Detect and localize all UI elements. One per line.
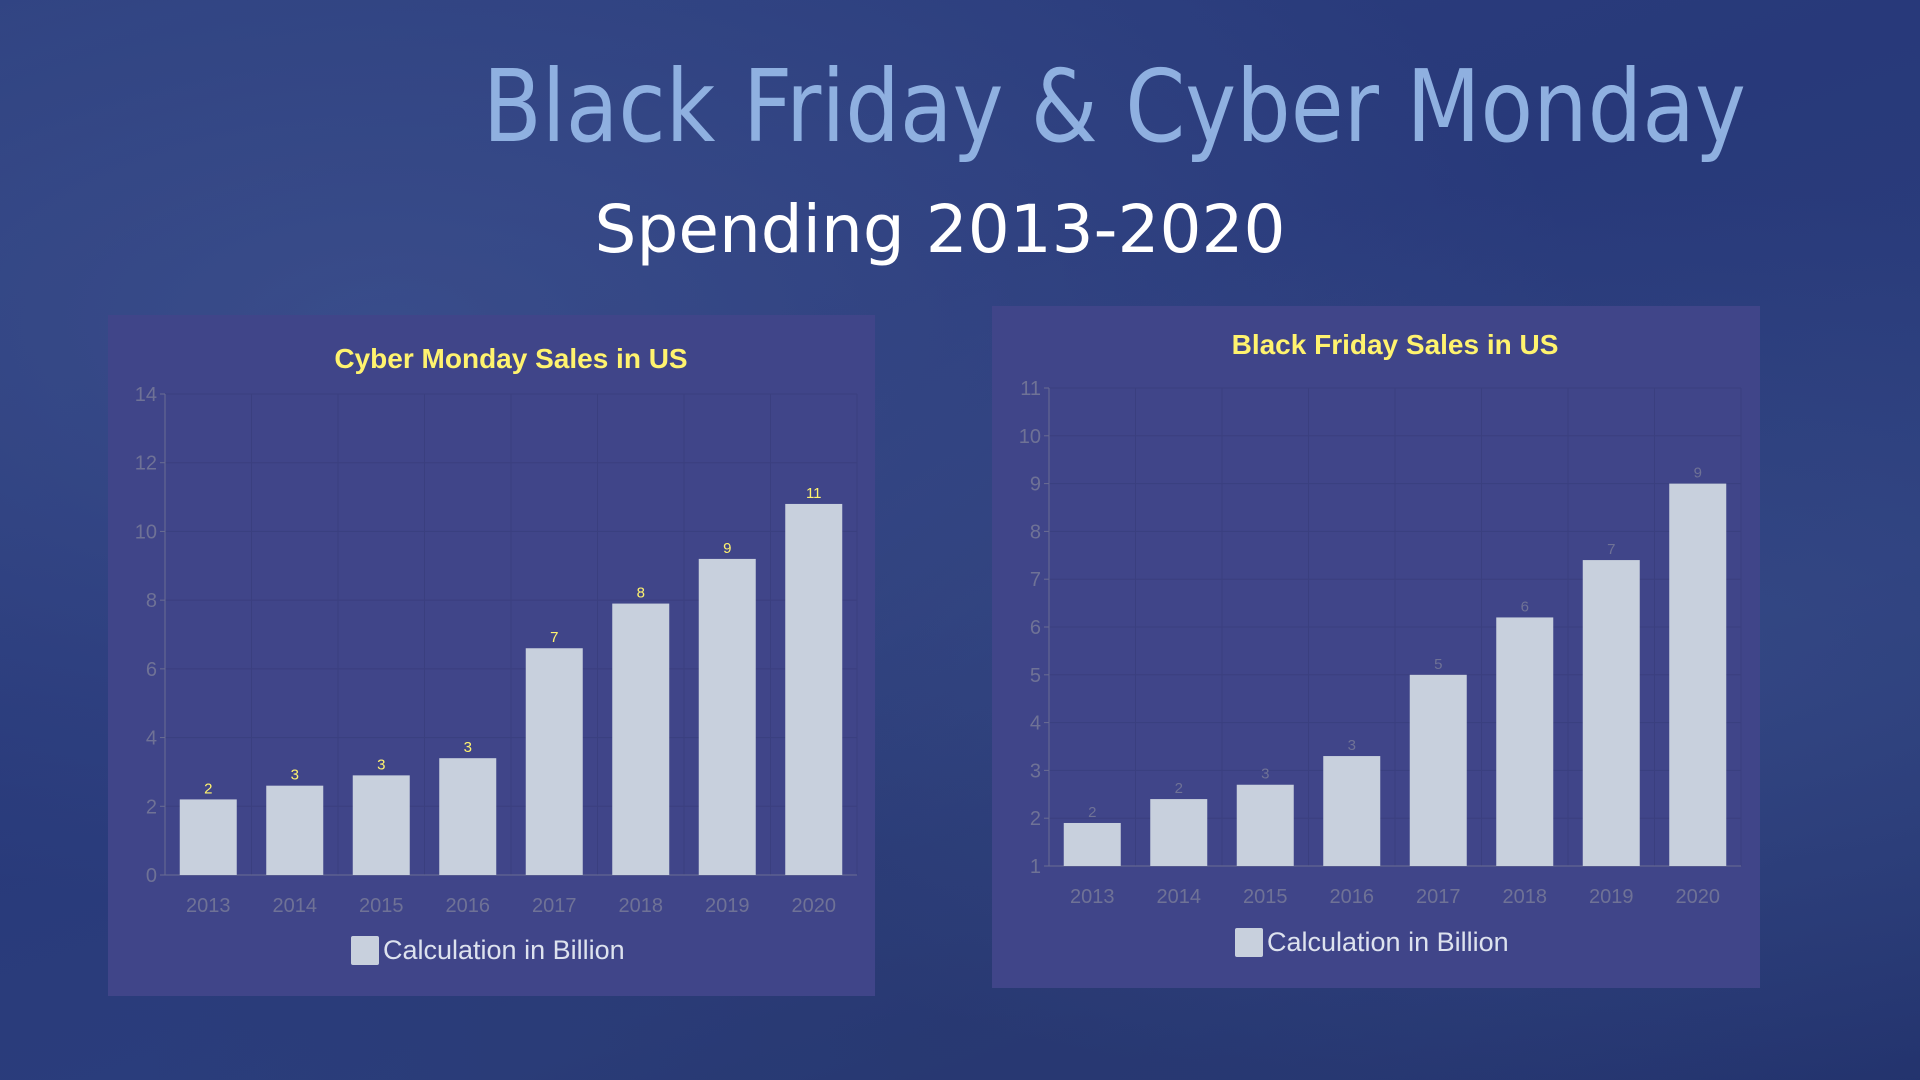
y-tick-label: 1 [1030, 856, 1041, 878]
legend-swatch [1235, 928, 1263, 957]
x-tick-label: 2015 [359, 895, 404, 917]
legend-swatch [351, 936, 379, 965]
x-tick-label: 2020 [792, 895, 837, 917]
x-tick-label: 2019 [705, 895, 750, 917]
x-tick-label: 2017 [1416, 886, 1461, 908]
data-label: 3 [1348, 737, 1356, 754]
y-tick-label: 6 [146, 659, 157, 681]
data-label: 7 [1607, 541, 1615, 558]
data-label: 6 [1521, 598, 1529, 615]
y-tick-label: 4 [1030, 713, 1041, 735]
data-label: 2 [1175, 780, 1183, 797]
x-tick-label: 2017 [532, 895, 577, 917]
y-tick-label: 8 [146, 590, 157, 612]
black-friday-chart: Black Friday Sales in US 1 2 3 4 5 6 7 8 9 10 11 2 20… [1019, 329, 1742, 957]
data-label: 3 [464, 739, 472, 756]
y-tick-label: 11 [1020, 378, 1041, 400]
x-tick-label: 2019 [1589, 886, 1634, 908]
bar-2013 [179, 799, 237, 875]
y-tick-label: 6 [1030, 617, 1041, 639]
cyber-monday-chart-panel: Cyber Monday Sales in US 0 2 4 6 8 10 12 14 2 2013… [108, 315, 875, 996]
chart-title: Cyber Monday Sales in US [334, 343, 687, 374]
bar-2018 [1496, 617, 1554, 866]
y-tick-label: 12 [135, 453, 157, 475]
x-tick-label: 2013 [1070, 886, 1115, 908]
x-tick-label: 2014 [273, 895, 318, 917]
bar-2017 [525, 648, 583, 875]
x-tick-label: 2014 [1157, 886, 1202, 908]
chart-title: Black Friday Sales in US [1232, 329, 1559, 360]
black-friday-chart-panel: Black Friday Sales in US 1 2 3 4 5 6 7 8 9 10 11 2 20… [992, 306, 1760, 988]
y-tick-label: 9 [1030, 474, 1041, 496]
data-label: 5 [1434, 656, 1442, 673]
data-label: 11 [806, 485, 822, 502]
x-tick-label: 2016 [1330, 886, 1375, 908]
bar-2017 [1409, 674, 1467, 866]
x-tick-label: 2016 [446, 895, 491, 917]
y-tick-label: 2 [146, 796, 157, 818]
y-tick-label: 14 [135, 384, 157, 406]
bar-2015 [1236, 784, 1294, 866]
data-label: 7 [550, 629, 558, 646]
y-tick-label: 3 [1030, 760, 1041, 782]
y-tick-label: 0 [146, 865, 157, 887]
data-label: 2 [1088, 804, 1096, 821]
bar-2019 [1582, 560, 1640, 866]
legend-label: Calculation in Billion [1267, 927, 1509, 957]
bar-2019 [698, 558, 756, 875]
x-tick-label: 2020 [1676, 886, 1721, 908]
bar-2016 [1323, 756, 1381, 866]
x-tick-label: 2018 [1503, 886, 1548, 908]
y-tick-label: 7 [1030, 569, 1041, 591]
y-tick-label: 10 [1019, 426, 1041, 448]
cyber-monday-chart: Cyber Monday Sales in US 0 2 4 6 8 10 12 14 2 2013… [135, 343, 858, 965]
bar-2020 [785, 503, 843, 875]
page-title: Black Friday & Cyber Monday [482, 48, 1746, 165]
bar-2020 [1669, 483, 1727, 866]
bar-2016 [439, 758, 497, 875]
x-tick-label: 2015 [1243, 886, 1288, 908]
y-tick-label: 10 [135, 521, 157, 543]
bar-2015 [352, 775, 410, 875]
bar-2018 [612, 603, 670, 875]
x-tick-label: 2013 [186, 895, 231, 917]
data-label: 8 [637, 585, 645, 602]
data-label: 3 [377, 756, 385, 773]
page-subtitle: Spending 2013-2020 [594, 191, 1286, 268]
y-tick-label: 5 [1030, 665, 1041, 687]
y-tick-label: 8 [1030, 521, 1041, 543]
y-tick-label: 2 [1030, 808, 1041, 830]
bar-2014 [266, 785, 324, 875]
bar-2013 [1063, 822, 1121, 866]
legend-label: Calculation in Billion [383, 935, 625, 965]
data-label: 3 [291, 767, 299, 784]
data-label: 9 [723, 540, 731, 557]
x-tick-label: 2018 [619, 895, 664, 917]
data-label: 3 [1261, 766, 1269, 783]
bar-2014 [1150, 799, 1208, 866]
data-label: 2 [204, 780, 212, 797]
y-tick-label: 4 [146, 728, 157, 750]
data-label: 9 [1694, 465, 1702, 482]
